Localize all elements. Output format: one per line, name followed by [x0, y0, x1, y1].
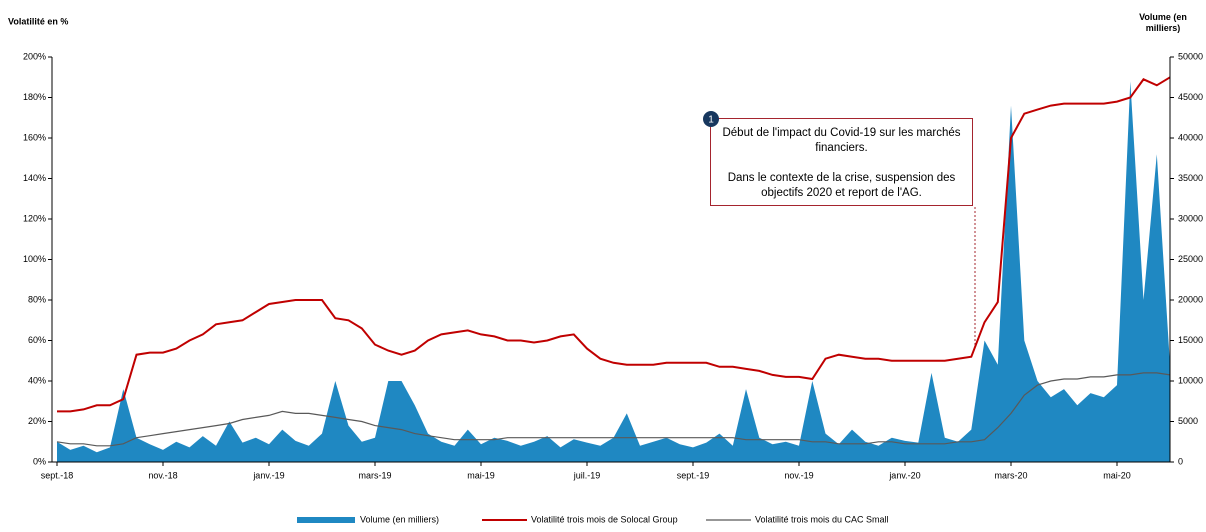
y2-tick-label: 10000: [1178, 375, 1203, 385]
volume-area: [57, 81, 1170, 463]
x-tick-label: mai-19: [467, 470, 495, 480]
y2-tick-label: 25000: [1178, 254, 1203, 264]
x-tick-label: janv.-20: [888, 470, 920, 480]
x-tick-label: nov.-18: [148, 470, 177, 480]
y-axis-title: Volatilité en %: [8, 16, 68, 26]
y2-tick-label: 15000: [1178, 335, 1203, 345]
y-tick-label: 100%: [23, 254, 46, 264]
x-tick-label: mars-19: [358, 470, 391, 480]
annotation-text: Dans le contexte de la crise, suspension…: [727, 172, 956, 199]
x-tick-label: nov.-19: [784, 470, 813, 480]
volatility-line: [57, 76, 1171, 413]
y-tick-label: 60%: [28, 335, 46, 345]
y-tick-label: 160%: [23, 132, 46, 142]
y-tick-label: 20%: [28, 416, 46, 426]
y2-tick-label: 30000: [1178, 213, 1203, 223]
y2-tick-label: 40000: [1178, 132, 1203, 142]
y2-axis-title: Volume (en milliers): [1139, 12, 1187, 33]
legend-label: Volatilité trois mois du CAC Small: [755, 514, 889, 524]
y2-tick-label: 20000: [1178, 294, 1203, 304]
y-tick-label: 180%: [23, 92, 46, 102]
y-tick-label: 140%: [23, 173, 46, 183]
annotation-text: Début de l'impact du Covid-19 sur les ma…: [722, 127, 961, 154]
y-tick-label: 0%: [33, 456, 46, 466]
annotation-box: Début de l'impact du Covid-19 sur les ma…: [710, 118, 973, 206]
y2-tick-label: 0: [1178, 456, 1183, 466]
y2-tick-label: 5000: [1178, 416, 1198, 426]
legend-swatch: [297, 517, 355, 523]
x-tick-label: sept.-18: [41, 470, 74, 480]
y-tick-label: 80%: [28, 294, 46, 304]
y2-tick-label: 50000: [1178, 51, 1203, 61]
x-tick-label: mai-20: [1103, 470, 1131, 480]
y-tick-label: 120%: [23, 213, 46, 223]
y2-tick-label: 45000: [1178, 92, 1203, 102]
y2-tick-label: 35000: [1178, 173, 1203, 183]
legend-label: Volume (en milliers): [360, 514, 439, 524]
y-tick-label: 200%: [23, 51, 46, 61]
y-tick-label: 40%: [28, 375, 46, 385]
volatility-line: [56, 372, 1171, 447]
legend-label: Volatilité trois mois de Solocal Group: [531, 514, 678, 524]
x-tick-label: mars-20: [994, 470, 1027, 480]
x-tick-label: sept.-19: [677, 470, 710, 480]
x-tick-label: juil.-19: [573, 470, 601, 480]
x-tick-label: janv.-19: [252, 470, 284, 480]
